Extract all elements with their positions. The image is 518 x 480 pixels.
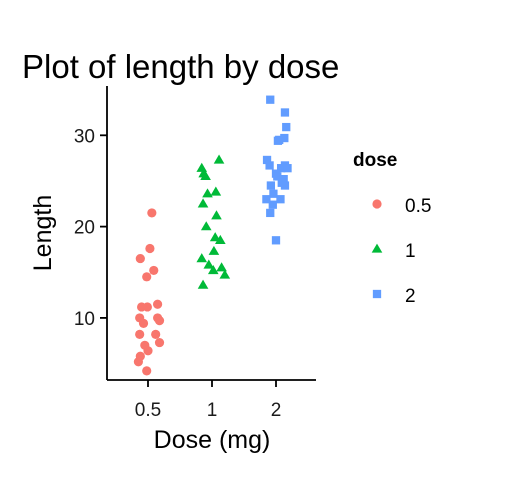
data-point-square bbox=[273, 136, 283, 145]
x-axis-title: Dose (mg) bbox=[154, 426, 271, 454]
data-point-triangle bbox=[211, 210, 222, 220]
x-axis-ticks: 0.5 1 2 bbox=[135, 380, 282, 421]
legend-items: 0.5 1 2 bbox=[371, 196, 431, 307]
data-point-square bbox=[280, 133, 289, 143]
legend-label: 1 bbox=[405, 241, 416, 262]
y-tick-label: 20 bbox=[74, 218, 95, 239]
data-point-circle bbox=[145, 243, 155, 254]
legend-label: 2 bbox=[405, 286, 416, 307]
data-point-square bbox=[283, 164, 292, 173]
data-point-square bbox=[280, 108, 290, 117]
x-tick-label: 0.5 bbox=[135, 400, 161, 421]
data-point-circle bbox=[142, 366, 152, 376]
data-point-triangle bbox=[202, 188, 213, 198]
data-point-triangle bbox=[197, 279, 209, 289]
data-point-square bbox=[266, 95, 275, 104]
data-point-square bbox=[266, 181, 276, 190]
data-point-triangle bbox=[213, 154, 225, 164]
data-point-circle bbox=[151, 329, 161, 339]
data-point-square bbox=[280, 181, 290, 190]
data-point-square bbox=[265, 161, 274, 170]
data-point-square bbox=[266, 208, 275, 218]
data-point-circle bbox=[135, 329, 145, 339]
data-point-circle bbox=[154, 337, 165, 348]
data-point-square bbox=[273, 172, 282, 181]
data-point-square bbox=[268, 200, 277, 209]
data-point-triangle bbox=[210, 186, 222, 196]
data-point-circle bbox=[149, 265, 159, 276]
y-axis-title: Length bbox=[29, 195, 57, 271]
data-point-triangle bbox=[203, 259, 215, 269]
data-point-triangle bbox=[200, 170, 211, 181]
data-point-triangle bbox=[215, 234, 226, 244]
data-point-square bbox=[269, 189, 278, 198]
y-tick-label: 10 bbox=[74, 309, 95, 330]
chart-title: Plot of length by dose bbox=[22, 48, 339, 85]
y-axis-ticks: 10 20 30 bbox=[74, 126, 107, 330]
plot-area bbox=[133, 95, 292, 376]
data-point-circle bbox=[143, 346, 153, 356]
data-point-square bbox=[262, 195, 271, 204]
data-point-circle bbox=[147, 208, 157, 218]
data-point-triangle bbox=[216, 262, 227, 272]
data-point-circle bbox=[154, 316, 165, 326]
data-point-triangle bbox=[219, 269, 231, 279]
data-point-circle bbox=[142, 272, 152, 282]
data-point-square bbox=[276, 195, 285, 204]
data-point-triangle bbox=[209, 232, 221, 242]
data-point-circle bbox=[153, 299, 163, 309]
data-point-triangle bbox=[208, 245, 220, 255]
data-point-triangle bbox=[196, 162, 208, 172]
y-tick-label: 30 bbox=[74, 126, 95, 147]
x-tick-label: 1 bbox=[207, 400, 218, 421]
data-point-circle bbox=[133, 357, 143, 367]
data-point-circle bbox=[142, 302, 152, 312]
x-tick-label: 2 bbox=[271, 400, 282, 421]
data-point-triangle bbox=[207, 265, 219, 275]
data-point-square bbox=[262, 155, 272, 165]
data-point-square bbox=[282, 122, 291, 132]
legend-label: 0.5 bbox=[405, 196, 431, 217]
legend-title: dose bbox=[353, 150, 397, 171]
data-point-square bbox=[276, 164, 286, 173]
legend: dose 0.5 1 2 bbox=[353, 150, 431, 307]
data-point-triangle bbox=[196, 253, 208, 263]
legend-key-triangle bbox=[371, 243, 383, 253]
data-point-triangle bbox=[197, 198, 209, 208]
data-point-circle bbox=[138, 318, 149, 328]
data-point-circle bbox=[135, 253, 145, 264]
data-point-square bbox=[271, 236, 281, 245]
legend-key-square bbox=[372, 289, 382, 299]
legend-key-circle bbox=[372, 199, 382, 209]
data-point-triangle bbox=[200, 221, 212, 231]
